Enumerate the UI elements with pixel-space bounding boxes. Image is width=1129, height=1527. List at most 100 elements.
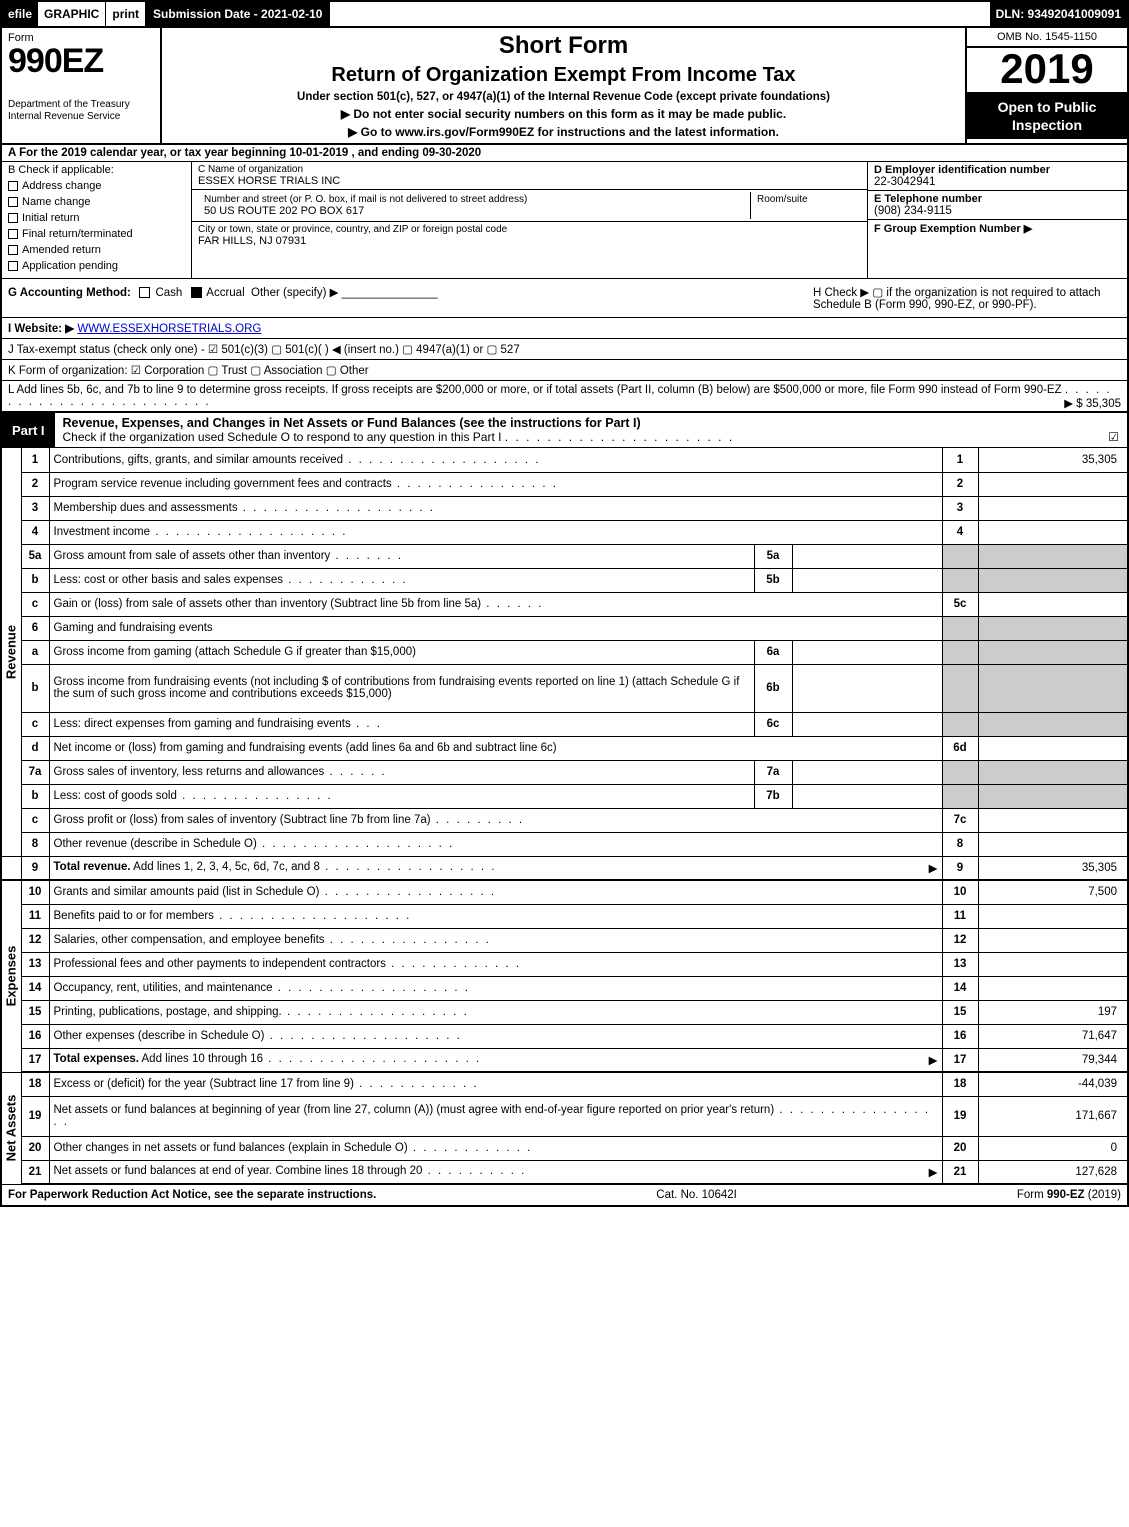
line-1-desc: Contributions, gifts, grants, and simila… (49, 448, 942, 472)
h-schedule-b: H Check ▶ ▢ if the organization is not r… (807, 279, 1127, 317)
form-header: Form 990EZ Department of the Treasury In… (0, 28, 1129, 145)
efile-label: efile (2, 2, 38, 26)
line-1-num: 1 (21, 448, 49, 472)
line-4: 4Investment income . . . . . . . . . . .… (1, 520, 1128, 544)
chk-amended-return[interactable]: Amended return (8, 244, 185, 256)
line-17: 17Total expenses. Add lines 10 through 1… (1, 1048, 1128, 1072)
org-name-label: C Name of organization (198, 164, 861, 175)
row-k-organization-form: K Form of organization: ☑ Corporation ▢ … (0, 360, 1129, 381)
title-box: Short Form Return of Organization Exempt… (162, 28, 967, 143)
street-value: 50 US ROUTE 202 PO BOX 617 (204, 205, 744, 217)
line-6d: dNet income or (loss) from gaming and fu… (1, 736, 1128, 760)
line-6b: bGross income from fundraising events (n… (1, 664, 1128, 712)
part-i-table: Revenue 1 Contributions, gifts, grants, … (0, 448, 1129, 1185)
line-5a: 5aGross amount from sale of assets other… (1, 544, 1128, 568)
org-name-value: ESSEX HORSE TRIALS INC (198, 175, 861, 187)
line-7b: bLess: cost of goods sold . . . . . . . … (1, 784, 1128, 808)
city-label: City or town, state or province, country… (198, 224, 861, 235)
street-row: Number and street (or P. O. box, if mail… (192, 190, 867, 222)
group-exemption-label: F Group Exemption Number ▶ (874, 222, 1121, 235)
line-6c: cLess: direct expenses from gaming and f… (1, 712, 1128, 736)
line-9: 9Total revenue. Add lines 1, 2, 3, 4, 5c… (1, 856, 1128, 880)
line-12: 12Salaries, other compensation, and empl… (1, 928, 1128, 952)
main-title: Return of Organization Exempt From Incom… (170, 64, 957, 87)
room-label: Room/suite (757, 194, 855, 205)
chk-initial-return[interactable]: Initial return (8, 212, 185, 224)
submission-date: Submission Date - 2021-02-10 (147, 2, 330, 26)
schedule-o-checkbox[interactable]: ☑ (1108, 430, 1119, 444)
under-section-text: Under section 501(c), 527, or 4947(a)(1)… (170, 91, 957, 103)
part-i-dots: . . . . . . . . . . . . . . . . . . . . … (505, 430, 734, 444)
line-5b: bLess: cost or other basis and sales exp… (1, 568, 1128, 592)
line-15: 15Printing, publications, postage, and s… (1, 1000, 1128, 1024)
line-1-value: 35,305 (978, 448, 1128, 472)
accounting-method: G Accounting Method: Cash Accrual Other … (2, 279, 807, 317)
other-label: Other (specify) ▶ (251, 287, 338, 299)
form-number: 990EZ (8, 42, 154, 81)
line-5c: cGain or (loss) from sale of assets othe… (1, 592, 1128, 616)
website-label: I Website: ▶ (8, 323, 74, 335)
column-d-ein: D Employer identification number 22-3042… (867, 162, 1127, 278)
department-label: Department of the Treasury Internal Reve… (8, 99, 154, 123)
group-exemption-row: F Group Exemption Number ▶ (868, 220, 1127, 278)
cat-no: Cat. No. 10642I (656, 1189, 737, 1201)
dept-treasury: Department of the Treasury (8, 99, 130, 110)
row-j-tax-status: J Tax-exempt status (check only one) - ☑… (0, 339, 1129, 360)
line-8: 8Other revenue (describe in Schedule O) … (1, 832, 1128, 856)
g-label: G Accounting Method: (8, 287, 131, 299)
column-c-org-info: C Name of organization ESSEX HORSE TRIAL… (192, 162, 867, 278)
column-b-checkboxes: B Check if applicable: Address change Na… (2, 162, 192, 278)
topbar-spacer (330, 2, 989, 26)
chk-name-change[interactable]: Name change (8, 196, 185, 208)
row-g-h: G Accounting Method: Cash Accrual Other … (0, 279, 1129, 318)
org-name-row: C Name of organization ESSEX HORSE TRIAL… (192, 162, 867, 190)
ssn-warning: ▶ Do not enter social security numbers o… (170, 107, 957, 121)
line-18: Net Assets 18Excess or (deficit) for the… (1, 1072, 1128, 1096)
tel-row: E Telephone number (908) 234-9115 (868, 191, 1127, 220)
ein-label: D Employer identification number (874, 164, 1121, 176)
line-16: 16Other expenses (describe in Schedule O… (1, 1024, 1128, 1048)
dln-label: DLN: 93492041009091 (990, 2, 1127, 26)
line-7c: cGross profit or (loss) from sales of in… (1, 808, 1128, 832)
line-7a: 7aGross sales of inventory, less returns… (1, 760, 1128, 784)
line-1: Revenue 1 Contributions, gifts, grants, … (1, 448, 1128, 472)
row-l-text: L Add lines 5b, 6c, and 7b to line 9 to … (8, 384, 1062, 396)
website-link[interactable]: WWW.ESSEXHORSETRIALS.ORG (77, 323, 261, 335)
street-label: Number and street (or P. O. box, if mail… (204, 194, 744, 205)
graphic-link[interactable]: GRAPHIC (38, 2, 106, 26)
part-i-header: Part I Revenue, Expenses, and Changes in… (0, 413, 1129, 448)
line-6: 6Gaming and fundraising events (1, 616, 1128, 640)
goto-instructions[interactable]: ▶ Go to www.irs.gov/Form990EZ for instru… (170, 125, 957, 139)
part-i-badge: Part I (2, 413, 55, 447)
accrual-label: Accrual (206, 287, 244, 299)
chk-final-return[interactable]: Final return/terminated (8, 228, 185, 240)
short-form-title: Short Form (170, 32, 957, 60)
line-3: 3Membership dues and assessments . . . .… (1, 496, 1128, 520)
row-i-website: I Website: ▶ WWW.ESSEXHORSETRIALS.ORG (0, 318, 1129, 339)
top-bar: efile GRAPHIC print Submission Date - 20… (0, 0, 1129, 28)
tel-label: E Telephone number (874, 193, 1121, 205)
line-10: Expenses 10Grants and similar amounts pa… (1, 880, 1128, 904)
line-1-rnum: 1 (942, 448, 978, 472)
row-l-gross-receipts: L Add lines 5b, 6c, and 7b to line 9 to … (0, 381, 1129, 413)
entity-block: B Check if applicable: Address change Na… (0, 162, 1129, 279)
section-a-tax-year: A For the 2019 calendar year, or tax yea… (0, 145, 1129, 162)
form-page-ref: Form 990-EZ (2019) (1017, 1189, 1121, 1201)
page-footer: For Paperwork Reduction Act Notice, see … (0, 1185, 1129, 1207)
print-link[interactable]: print (106, 2, 147, 26)
line-20: 20Other changes in net assets or fund ba… (1, 1136, 1128, 1160)
ein-row: D Employer identification number 22-3042… (868, 162, 1127, 191)
part-i-subtitle: Check if the organization used Schedule … (63, 430, 502, 444)
tax-year: 2019 (967, 48, 1127, 94)
chk-application-pending[interactable]: Application pending (8, 260, 185, 272)
chk-address-change[interactable]: Address change (8, 180, 185, 192)
paperwork-notice: For Paperwork Reduction Act Notice, see … (8, 1189, 376, 1201)
line-6a: aGross income from gaming (attach Schedu… (1, 640, 1128, 664)
col-b-header: B Check if applicable: (8, 164, 185, 176)
ein-value: 22-3042941 (874, 176, 1121, 188)
line-21: 21Net assets or fund balances at end of … (1, 1160, 1128, 1184)
line-2: 2Program service revenue including gover… (1, 472, 1128, 496)
expenses-side-label: Expenses (1, 880, 21, 1072)
netassets-side-label: Net Assets (1, 1072, 21, 1184)
city-row: City or town, state or province, country… (192, 222, 867, 249)
